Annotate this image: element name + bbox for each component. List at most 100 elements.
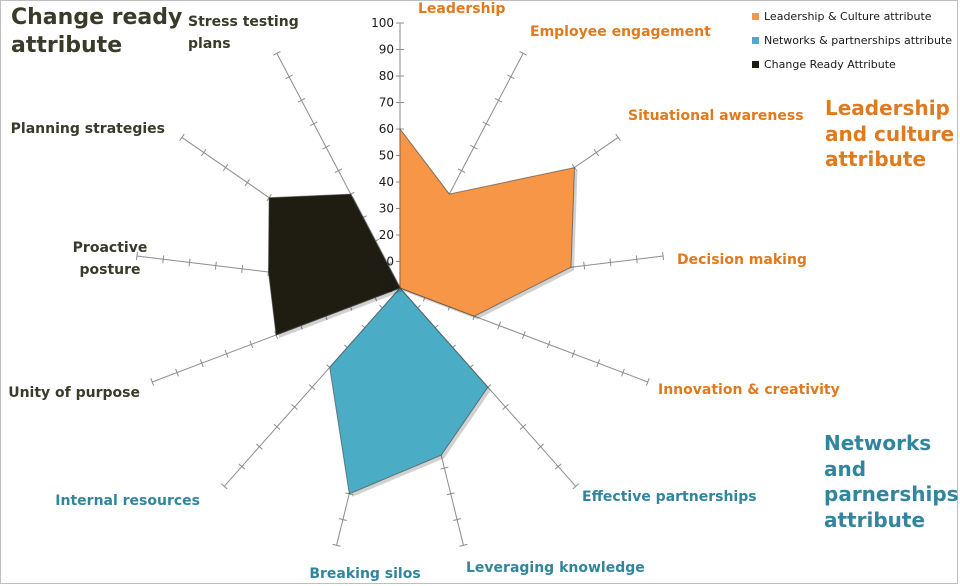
axis-tick: [256, 443, 263, 450]
category-label: Innovation & creativity: [658, 382, 840, 398]
change-ready-title: Change ready attribute: [11, 5, 183, 59]
legend-item-change-ready: Change Ready Attribute: [752, 52, 952, 76]
tick-label: 70: [379, 96, 394, 110]
axis-tick: [609, 258, 612, 267]
axis-tick: [297, 97, 306, 103]
axis-tick: [222, 163, 229, 172]
tick-label: 60: [379, 122, 394, 136]
axis-tick: [440, 466, 449, 470]
category-label: Unity of purpose: [8, 385, 140, 401]
axis-tick: [332, 543, 341, 547]
axis-tick: [645, 378, 650, 386]
category-label: Effective partnerships: [582, 489, 757, 505]
axis-tick: [214, 261, 217, 270]
tick-label: 100: [371, 16, 394, 30]
legend-swatch: [752, 12, 759, 20]
tick-label: 0: [386, 281, 394, 295]
axis-tick: [285, 74, 293, 80]
category-label: Employee engagement: [530, 24, 711, 40]
axis-tick: [135, 252, 138, 261]
axis-tick: [621, 368, 625, 377]
axis-tick: [507, 74, 515, 80]
category-label: Proactive posture: [73, 240, 148, 278]
category-label: Internal resources: [55, 493, 200, 509]
category-label: Leveraging knowledge: [466, 560, 645, 576]
tick-label: 40: [379, 175, 394, 189]
category-label-line: Proactive: [73, 240, 148, 256]
axis-tick: [162, 255, 165, 264]
axis-tick: [175, 368, 179, 377]
axis-tick: [241, 264, 244, 273]
series-area-2: [267, 193, 401, 336]
series-area-0: [399, 127, 576, 317]
axis-tick: [453, 518, 462, 522]
axis-tick: [310, 121, 318, 127]
axis-tick: [662, 252, 665, 261]
leadership-culture-title: Leadership and culture attribute: [825, 96, 955, 172]
networks-partnerships-title: Networks and parnerships attribute: [824, 431, 959, 532]
axis-tick: [199, 359, 204, 368]
legend-item-leadership: Leadership & Culture attribute: [752, 4, 952, 28]
axis-tick: [459, 543, 468, 547]
legend-label: Networks & partnerships attribute: [764, 33, 952, 47]
category-label: Leadership: [418, 1, 505, 17]
axis-tick: [244, 179, 251, 187]
tick-label: 20: [379, 228, 394, 242]
axis-tick: [224, 349, 229, 358]
axis-tick: [497, 321, 501, 330]
legend-swatch: [752, 36, 759, 44]
tick-label: 50: [379, 149, 394, 163]
axis-tick: [446, 492, 455, 496]
tick-label: 30: [379, 202, 394, 216]
axis-tick: [615, 133, 621, 142]
axis-tick: [188, 258, 191, 267]
category-label-line: posture: [79, 262, 140, 278]
axis-tick: [554, 463, 562, 470]
tick-label: 10: [379, 255, 394, 269]
axis-tick: [291, 403, 298, 411]
axis-tick: [273, 423, 281, 430]
legend-label: Leadership & Culture attribute: [764, 9, 932, 23]
category-label: Situational awareness: [628, 108, 804, 124]
axis-tick: [482, 121, 490, 127]
radar-series: [267, 127, 578, 497]
axis-tick: [494, 97, 503, 103]
tick-label: 90: [379, 43, 394, 57]
axis-tick: [522, 331, 526, 339]
category-label-line: Stress testing: [188, 14, 299, 30]
axis-tick: [201, 148, 207, 157]
axis-tick: [519, 51, 527, 56]
series-area-1: [329, 287, 489, 495]
category-label: Stress testing plans: [188, 14, 299, 52]
legend-item-networks: Networks & partnerships attribute: [752, 28, 952, 52]
axis-tick: [583, 261, 586, 270]
category-label-line: plans: [188, 36, 231, 52]
category-label: Planning strategies: [11, 121, 165, 137]
axis-tick: [457, 168, 466, 173]
axis-tick: [502, 403, 509, 411]
axis-tick: [338, 518, 347, 522]
axis-tick: [334, 168, 343, 173]
axis-tick: [179, 133, 185, 142]
axis-tick: [572, 483, 580, 490]
legend-swatch: [752, 60, 759, 68]
axis-tick: [273, 51, 281, 56]
axis-tick: [220, 483, 228, 490]
chart-legend: Leadership & Culture attribute Networks …: [752, 4, 952, 76]
axis-tick: [238, 463, 246, 470]
axis-tick: [322, 144, 330, 150]
legend-label: Change Ready Attribute: [764, 57, 896, 71]
axis-tick: [596, 359, 601, 368]
tick-label: 80: [379, 69, 394, 83]
axis-tick: [537, 443, 544, 450]
axis-tick: [571, 349, 576, 358]
axis-tick: [519, 423, 527, 430]
axis-tick: [593, 148, 599, 157]
axis-tick: [308, 384, 316, 391]
radar-category-labels: Leadership Employee engagement Situational…: [8, 1, 840, 582]
axis-tick: [546, 340, 551, 349]
axis-tick: [249, 340, 254, 349]
axis-tick: [150, 378, 155, 386]
